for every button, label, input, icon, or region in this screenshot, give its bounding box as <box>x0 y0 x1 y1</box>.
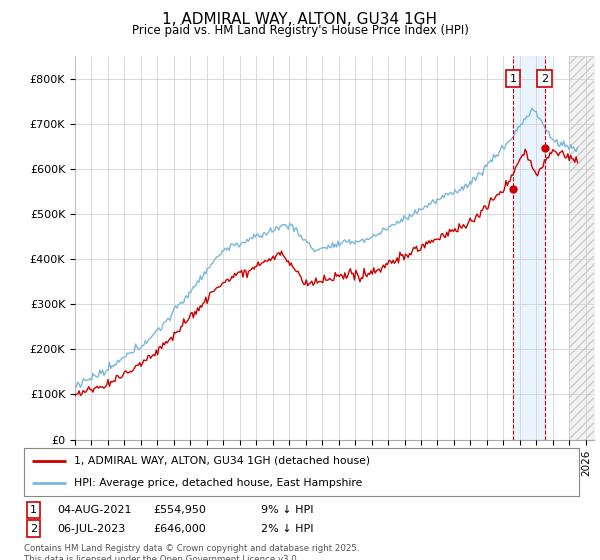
Text: 1: 1 <box>509 73 517 83</box>
Text: 1: 1 <box>30 505 37 515</box>
Bar <box>513 56 545 440</box>
Text: Price paid vs. HM Land Registry's House Price Index (HPI): Price paid vs. HM Land Registry's House … <box>131 24 469 37</box>
Text: Contains HM Land Registry data © Crown copyright and database right 2025.
This d: Contains HM Land Registry data © Crown c… <box>24 544 359 560</box>
Text: 06-JUL-2023: 06-JUL-2023 <box>57 524 125 534</box>
Text: £554,950: £554,950 <box>153 505 206 515</box>
Text: 1, ADMIRAL WAY, ALTON, GU34 1GH: 1, ADMIRAL WAY, ALTON, GU34 1GH <box>163 12 437 27</box>
Text: 1, ADMIRAL WAY, ALTON, GU34 1GH (detached house): 1, ADMIRAL WAY, ALTON, GU34 1GH (detache… <box>74 456 370 466</box>
Text: 9% ↓ HPI: 9% ↓ HPI <box>261 505 314 515</box>
Text: HPI: Average price, detached house, East Hampshire: HPI: Average price, detached house, East… <box>74 478 362 488</box>
Text: £646,000: £646,000 <box>153 524 206 534</box>
Text: 2% ↓ HPI: 2% ↓ HPI <box>261 524 314 534</box>
Text: 04-AUG-2021: 04-AUG-2021 <box>57 505 131 515</box>
Text: 2: 2 <box>30 524 37 534</box>
Text: 2: 2 <box>541 73 548 83</box>
